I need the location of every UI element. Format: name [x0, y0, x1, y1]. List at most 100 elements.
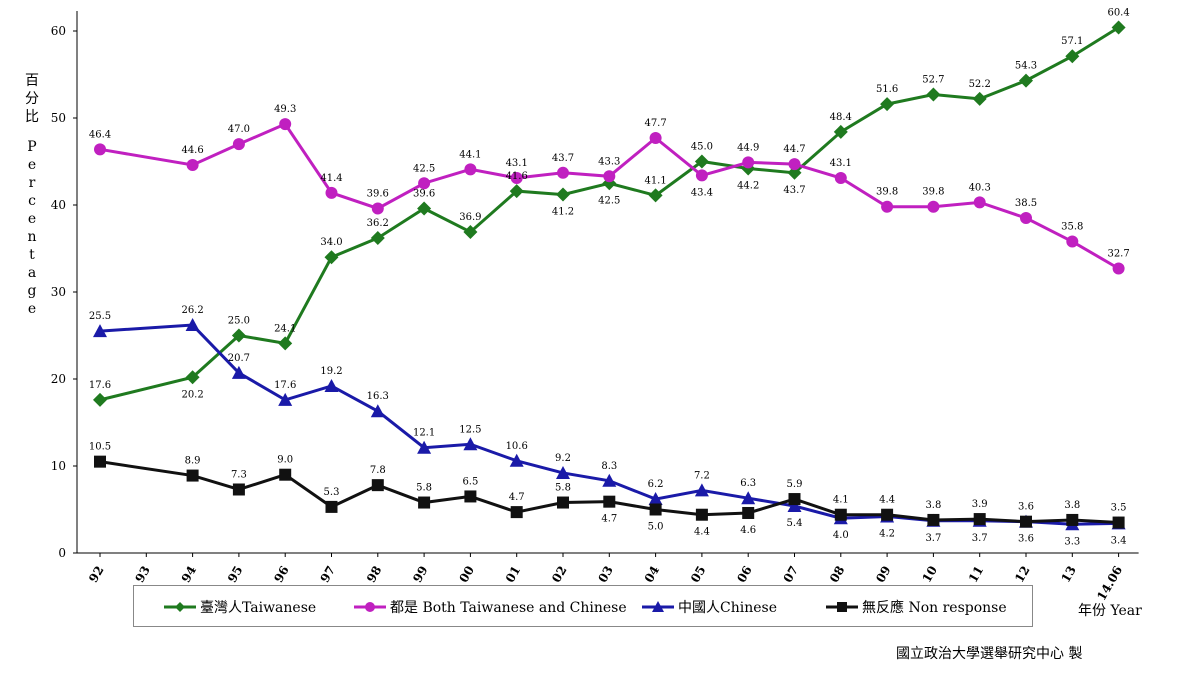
data-point-circle — [973, 196, 986, 209]
data-label: 40.3 — [969, 182, 991, 193]
data-label: 42.5 — [413, 163, 435, 174]
x-tick-label: 12 — [1012, 564, 1032, 585]
chart-series-lines — [99, 26, 1120, 526]
data-point-triangle — [556, 465, 570, 479]
data-label: 42.5 — [598, 195, 620, 206]
data-point-square — [695, 508, 708, 521]
data-label: 5.3 — [324, 487, 340, 498]
data-label: 16.3 — [367, 391, 389, 402]
legend-label-chinese: 中國人Chinese — [678, 600, 777, 616]
data-point-diamond — [278, 336, 293, 351]
data-point-square — [186, 469, 199, 482]
data-point-diamond — [1019, 73, 1033, 88]
x-tick-label: 99 — [410, 564, 430, 585]
data-point-circle — [1066, 235, 1079, 248]
data-point-circle — [649, 132, 662, 145]
data-point-square — [510, 506, 523, 519]
data-point-circle — [603, 170, 616, 183]
data-label: 44.2 — [737, 180, 759, 191]
data-point-circle — [788, 158, 801, 171]
data-label: 8.3 — [601, 461, 617, 472]
data-point-circle — [742, 156, 755, 169]
data-label: 3.8 — [1064, 500, 1080, 511]
chart-legend: 臺灣人Taiwanese 都是 Both Taiwanese and Chine… — [133, 585, 1033, 627]
data-point-triangle — [694, 483, 709, 497]
data-label: 43.4 — [691, 187, 713, 198]
data-point-diamond — [509, 184, 524, 199]
x-tick-label: 05 — [688, 564, 708, 585]
data-point-square — [649, 503, 662, 516]
data-label: 3.8 — [925, 500, 941, 511]
data-point-square — [834, 508, 847, 521]
data-label: 41.6 — [506, 171, 528, 182]
data-point-diamond — [463, 224, 478, 239]
data-point-square — [232, 483, 245, 496]
data-point-diamond — [880, 97, 895, 112]
data-label: 6.3 — [740, 478, 756, 489]
data-label: 10.6 — [506, 441, 528, 452]
x-tick-label: 10 — [920, 564, 940, 585]
x-tick-label: 96 — [271, 564, 291, 585]
data-label: 7.3 — [231, 469, 247, 480]
data-label: 6.5 — [462, 476, 478, 487]
data-point-diamond — [648, 188, 663, 203]
data-point-diamond — [185, 370, 200, 385]
data-point-square — [603, 495, 616, 508]
data-label: 20.7 — [228, 353, 250, 364]
data-label: 17.6 — [274, 380, 296, 391]
data-label: 46.4 — [89, 129, 111, 140]
x-tick-label: 13 — [1058, 564, 1078, 585]
data-point-triangle — [787, 499, 802, 513]
data-label: 3.5 — [1111, 503, 1127, 514]
data-label: 4.6 — [740, 525, 756, 536]
circle-marker-icon — [354, 602, 386, 612]
legend-label-both: 都是 Both Taiwanese and Chinese — [390, 600, 627, 616]
x-tick-label: 08 — [827, 564, 847, 585]
data-label: 60.4 — [1107, 8, 1129, 19]
data-label: 6.2 — [648, 479, 664, 490]
x-tick-label: 06 — [734, 564, 754, 585]
data-point-square — [418, 496, 431, 509]
data-label: 38.5 — [1015, 198, 1037, 209]
data-label: 36.9 — [459, 212, 481, 223]
x-tick-label: 95 — [225, 564, 245, 585]
data-point-diamond — [972, 91, 987, 106]
series-line — [99, 122, 1120, 270]
legend-item-chinese: 中國人Chinese — [642, 596, 777, 618]
data-label: 3.6 — [1018, 534, 1034, 545]
data-point-triangle — [741, 491, 756, 505]
data-label: 54.3 — [1015, 61, 1037, 72]
data-point-square — [881, 508, 894, 521]
data-label: 7.2 — [694, 470, 710, 481]
data-label: 43.7 — [783, 185, 805, 196]
data-point-circle — [232, 138, 245, 151]
data-label: 4.4 — [694, 527, 710, 538]
data-label: 57.1 — [1061, 36, 1083, 47]
data-label: 3.3 — [1064, 536, 1080, 547]
data-label: 5.0 — [648, 522, 664, 533]
data-label: 3.6 — [1018, 502, 1034, 513]
data-label: 45.0 — [691, 142, 713, 153]
chart-markers — [93, 20, 1126, 531]
data-point-diamond — [93, 392, 107, 407]
data-point-diamond — [417, 201, 432, 216]
data-label: 10.5 — [89, 442, 111, 453]
legend-item-nonresponse: 無反應 Non response — [826, 596, 1007, 618]
data-label: 12.5 — [459, 424, 481, 435]
data-point-circle — [279, 118, 292, 131]
data-point-square — [279, 468, 292, 481]
data-label: 4.7 — [601, 514, 617, 525]
x-tick-label: 11 — [966, 564, 986, 585]
legend-label-nonresponse: 無反應 Non response — [862, 600, 1007, 616]
data-point-circle — [510, 172, 523, 185]
data-label: 43.1 — [506, 158, 528, 169]
data-label: 5.9 — [787, 479, 803, 490]
data-point-square — [927, 513, 940, 526]
data-label: 41.1 — [644, 175, 666, 186]
data-label: 44.9 — [737, 142, 759, 153]
data-label: 43.3 — [598, 156, 620, 167]
data-label: 39.6 — [367, 188, 389, 199]
data-label: 3.7 — [972, 533, 988, 544]
